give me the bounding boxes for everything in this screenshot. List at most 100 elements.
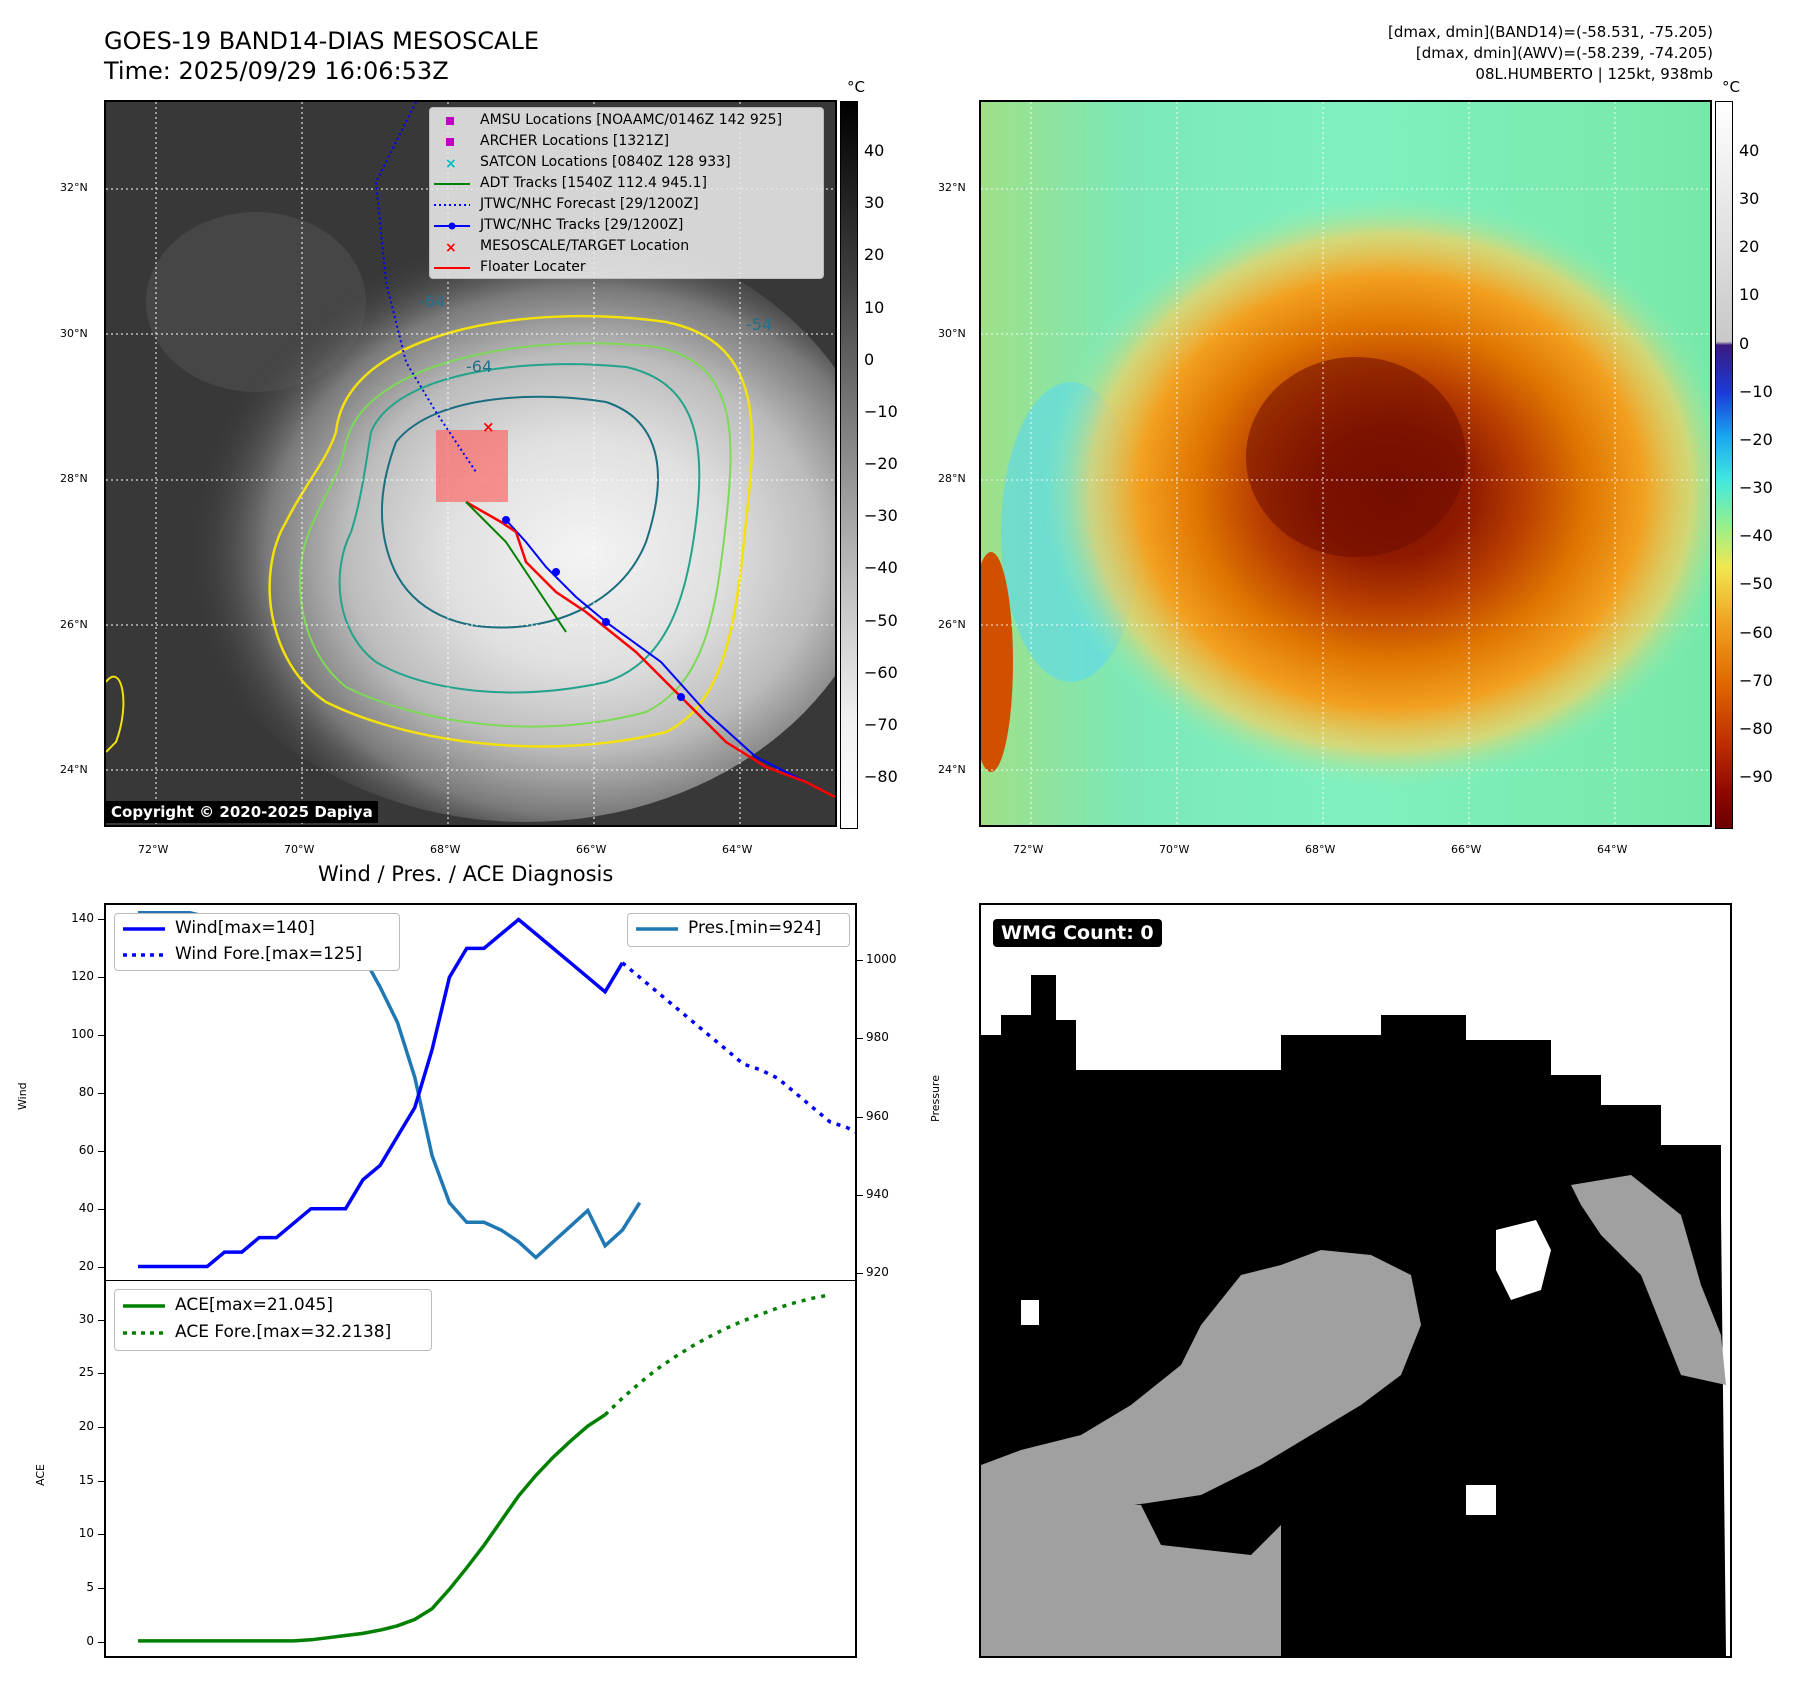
- legend-ace-line: [123, 1304, 165, 1308]
- map2-lon-label: 66°W: [1451, 843, 1482, 856]
- legend-label-target: MESOSCALE/TARGET Location: [480, 238, 690, 254]
- enhanced-map-canvas: [981, 102, 1710, 825]
- colorbar1-tick: 20: [864, 245, 885, 265]
- map2-lon-label: 68°W: [1305, 843, 1336, 856]
- wmg-gray-right: [1571, 1175, 1726, 1385]
- colorbar1: [840, 101, 858, 829]
- contour-coast: [106, 675, 125, 753]
- colorbar2-tick: −30: [1739, 478, 1773, 498]
- wind-tick: 100: [71, 1027, 94, 1042]
- wind-tick: 60: [78, 1142, 94, 1157]
- map1-lat-label: 30°N: [60, 327, 88, 340]
- ace-tick-mark: [98, 1427, 104, 1429]
- wmg-white-small: [1021, 1300, 1039, 1325]
- colorbar2-tick: −80: [1739, 718, 1773, 738]
- legend-label-satcon: SATCON Locations [0840Z 128 933]: [480, 154, 731, 170]
- legend-label-tracks: JTWC/NHC Tracks [29/1200Z]: [480, 217, 684, 233]
- forecast-track: [374, 102, 477, 473]
- colorbar1-tick: −70: [864, 714, 898, 734]
- track-point: [602, 618, 610, 626]
- wind-tick-mark: [98, 1150, 104, 1152]
- map2-lat-label: 26°N: [938, 618, 966, 631]
- wind-line: [138, 917, 624, 1269]
- ace-tick-mark: [98, 1534, 104, 1536]
- wind-tick-mark: [98, 1208, 104, 1210]
- legend-symbol-floater: [434, 267, 470, 269]
- colorbar2-tick: 0: [1739, 333, 1750, 353]
- pressure-tick: 920: [866, 1265, 889, 1280]
- legend-symbol-adt: [434, 183, 470, 185]
- map-legend: AMSU Locations [NOAAMC/0146Z 142 925] AR…: [429, 107, 824, 279]
- wind-tick-mark: [98, 1093, 104, 1094]
- contour-inner: [338, 363, 701, 694]
- ace-tick-mark: [98, 1641, 104, 1643]
- wmg-gray-lower: [981, 1505, 1281, 1656]
- wind-tick-mark: [98, 919, 104, 921]
- legend-symbol-amsu: [446, 117, 454, 125]
- wind-tick-mark: [98, 1035, 104, 1037]
- colorbar2-tick: −70: [1739, 670, 1773, 690]
- map1-lat-label: 28°N: [60, 472, 88, 485]
- ace-tick: 5: [86, 1580, 94, 1595]
- svg-text:×: ×: [445, 156, 457, 172]
- colorbar2-tick: 10: [1739, 285, 1760, 305]
- wind-legend: Wind[max=140] Wind Fore.[max=125]: [114, 913, 400, 971]
- ace-tick-mark: [98, 1588, 104, 1590]
- legend-pres-label: Pres.[min=924]: [688, 918, 822, 938]
- legend-wind-fore-label: Wind Fore.[max=125]: [175, 944, 363, 964]
- ace-panel: ACE[max=21.045] ACE Fore.[max=32.2138]: [104, 1280, 857, 1658]
- wind-axis-label: Wind: [16, 1082, 29, 1110]
- wind-tick: 120: [71, 969, 94, 984]
- colorbar1-tick: −40: [864, 558, 898, 578]
- contour-label-2: -64: [466, 357, 492, 376]
- colorbar2-tick: −10: [1739, 381, 1773, 401]
- colorbar1-tick: −20: [864, 454, 898, 473]
- track-point: [677, 693, 685, 701]
- svg-text:×: ×: [445, 240, 457, 256]
- wmg-canvas: [981, 975, 1726, 1656]
- contour-mid: [299, 342, 732, 728]
- track-point: [552, 568, 560, 576]
- enhanced-map-panel: [979, 100, 1712, 827]
- colorbar2-tick: −50: [1739, 574, 1773, 594]
- title-line-1: GOES-19 BAND14-DIAS MESOSCALE: [104, 27, 540, 55]
- wind-tick-mark: [98, 977, 104, 979]
- colorbar2-tick: 40: [1739, 141, 1760, 160]
- legend-wind-fore-line: [123, 953, 165, 957]
- info-line-3: 08L.HUMBERTO | 125kt, 938mb: [1475, 65, 1713, 83]
- contour-label-1: -64: [419, 292, 445, 311]
- wind-forecast-line: [621, 961, 855, 1134]
- colorbar1-tick: 30: [864, 193, 885, 213]
- pressure-tick-mark: [857, 1116, 863, 1118]
- wmg-panel: WMG Count: 0: [979, 903, 1732, 1658]
- map1-lon-label: 64°W: [722, 843, 753, 856]
- pressure-tick-mark: [857, 1194, 863, 1196]
- map1-lon-label: 68°W: [430, 843, 461, 856]
- colorbar2-tick: −40: [1739, 526, 1773, 546]
- colorbar2-tick: −60: [1739, 622, 1773, 642]
- legend-label-floater: Floater Locater: [480, 259, 586, 275]
- info-block: [dmax, dmin](BAND14)=(-58.531, -75.205) …: [1388, 22, 1713, 85]
- map1-lon-label: 66°W: [576, 843, 607, 856]
- ace-forecast-line: [603, 1293, 831, 1417]
- map2-lon-label: 70°W: [1159, 843, 1190, 856]
- diagnosis-title: Wind / Pres. / ACE Diagnosis: [318, 862, 614, 886]
- legend-label-forecast: JTWC/NHC Forecast [29/1200Z]: [480, 196, 699, 212]
- contour-outer: [268, 314, 754, 748]
- observed-track: [505, 519, 835, 798]
- wmg-count-badge: WMG Count: 0: [993, 919, 1162, 947]
- pressure-tick: 960: [866, 1108, 889, 1123]
- colorbar1-tick: −50: [864, 610, 898, 630]
- title-line-2: Time: 2025/09/29 16:06:53Z: [104, 57, 449, 85]
- wmg-white-patch: [1496, 1220, 1551, 1300]
- colorbar2-tick: −90: [1739, 767, 1773, 786]
- ace-tick-mark: [98, 1319, 104, 1321]
- colorbar2-unit: °C: [1722, 78, 1740, 96]
- colorbar1-tick: 40: [864, 141, 885, 160]
- colorbar1-tick: −80: [864, 767, 898, 786]
- ace-plot: [138, 1293, 831, 1643]
- pressure-tick: 940: [866, 1186, 889, 1201]
- ace-tick: 25: [78, 1365, 94, 1380]
- wind-pressure-panel: Wind[max=140] Wind Fore.[max=125] Pres.[…: [104, 903, 857, 1281]
- legend-ace-fore-line: [123, 1331, 165, 1335]
